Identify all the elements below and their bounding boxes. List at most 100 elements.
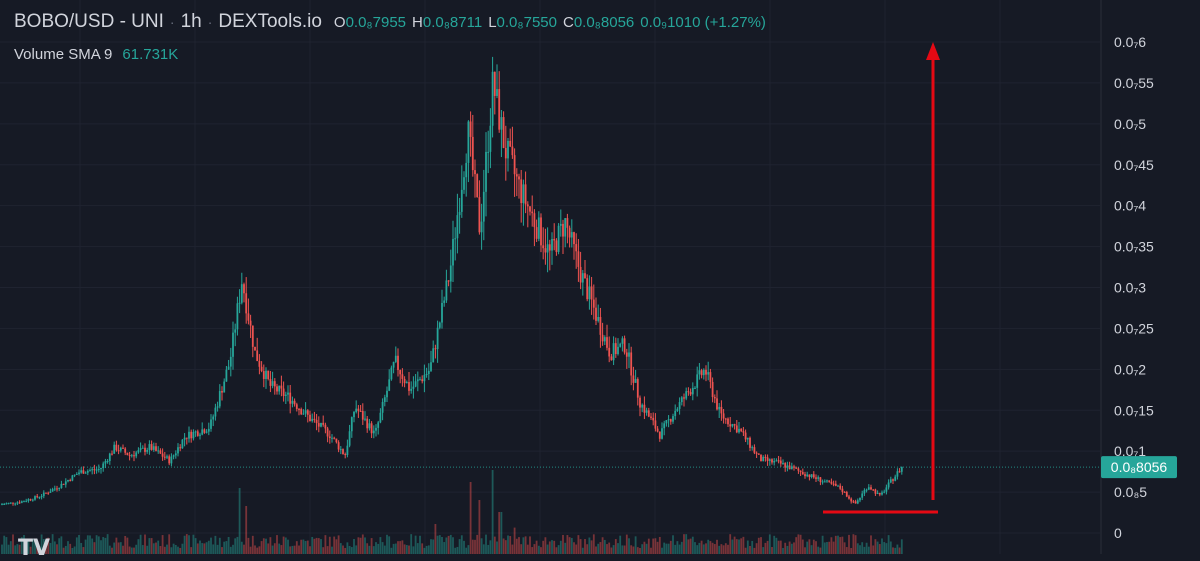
candle-body: [674, 410, 677, 417]
volume-bar: [397, 541, 399, 554]
volume-bar: [850, 547, 853, 554]
candle-body: [724, 418, 727, 420]
volume-bar: [357, 537, 360, 554]
candle-body: [84, 472, 87, 474]
separator-dot: ·: [207, 14, 213, 30]
volume-indicator-label[interactable]: Volume SMA 9: [14, 46, 113, 63]
volume-bar: [27, 538, 30, 554]
volume-bar: [733, 536, 736, 554]
candle-body: [482, 191, 485, 222]
candle-body: [256, 350, 259, 362]
candle-body: [537, 217, 540, 239]
volume-bar: [366, 543, 369, 554]
interval-label[interactable]: 1h: [180, 11, 202, 32]
volume-bar: [430, 539, 432, 554]
candle-body: [62, 483, 65, 485]
candle-body: [430, 362, 432, 371]
volume-bar: [652, 538, 655, 554]
volume-bar: [148, 538, 151, 554]
volume-bar: [577, 535, 580, 554]
candle-body: [311, 418, 314, 422]
volume-bar: [273, 543, 276, 554]
volume-bar: [335, 539, 338, 554]
volume-bar: [749, 545, 751, 554]
candle-body: [269, 378, 272, 386]
volume-bar: [867, 546, 870, 554]
volume-bar: [328, 536, 331, 554]
volume-bar: [779, 540, 782, 554]
volume-bar: [69, 543, 72, 554]
candle-body: [20, 501, 23, 503]
candle-body: [106, 461, 109, 463]
volume-bar: [364, 537, 366, 554]
candle-body: [432, 348, 435, 363]
candle-body: [535, 227, 538, 239]
candle-body: [542, 245, 545, 249]
volume-bar: [14, 545, 17, 554]
candle-body: [12, 502, 14, 504]
candle-body: [515, 174, 518, 177]
volume-bar: [562, 534, 564, 554]
volume-bar: [434, 524, 437, 554]
candle-body: [375, 427, 377, 431]
candle-body: [201, 429, 204, 435]
volume-bar: [267, 543, 270, 554]
volume-bar: [36, 541, 39, 554]
volume-bar: [227, 536, 230, 554]
candle-body: [843, 491, 846, 493]
volume-bar: [775, 537, 778, 554]
candle-body: [163, 456, 166, 458]
volume-bar: [179, 547, 182, 554]
candle-body: [680, 397, 683, 403]
volume-bar: [463, 540, 465, 554]
candle-body: [889, 479, 892, 483]
volume-bar: [170, 547, 173, 554]
candle-body: [337, 442, 340, 450]
symbol-name[interactable]: BOBO/USD - UNI: [14, 11, 164, 32]
candle-body: [496, 89, 498, 96]
candle-body: [751, 447, 754, 449]
volume-bar: [300, 539, 303, 554]
volume-bar: [498, 512, 501, 554]
volume-bar: [304, 540, 307, 554]
candle-body: [872, 489, 875, 491]
candle-body: [801, 471, 804, 475]
volume-bar: [425, 545, 428, 554]
candle-body: [797, 468, 800, 471]
candle-body: [837, 485, 839, 487]
candle-body: [309, 414, 311, 422]
candle-body: [441, 302, 443, 323]
volume-bar: [47, 537, 50, 554]
volume-bar: [91, 538, 94, 554]
volume-bar: [621, 545, 624, 554]
candle-body: [135, 452, 138, 457]
candle-body: [335, 438, 338, 443]
candle-body: [34, 496, 36, 500]
y-tick-label: 0.0₇1: [1114, 443, 1146, 459]
volume-bar: [557, 545, 560, 554]
volume-bar: [705, 543, 707, 554]
y-tick-label: 0.0₇6: [1114, 34, 1146, 50]
candle-body: [460, 189, 463, 212]
volume-bar: [630, 545, 633, 554]
candle-body: [161, 453, 164, 457]
candle-body: [760, 454, 762, 462]
candle-body: [702, 369, 705, 376]
candle-body: [700, 370, 703, 376]
volume-bar: [375, 542, 377, 554]
volume-bar: [38, 546, 41, 554]
volume-bar: [199, 540, 201, 554]
volume-bar: [117, 542, 120, 554]
candle-body: [159, 450, 162, 454]
candle-body: [678, 402, 681, 409]
volume-bar: [214, 535, 217, 554]
volume-bar: [837, 535, 839, 554]
candle-body: [790, 466, 793, 470]
candle-body: [117, 450, 120, 452]
candle-body: [562, 223, 564, 237]
volume-bar: [111, 547, 113, 554]
tradingview-logo[interactable]: TV: [18, 536, 51, 561]
volume-bar: [467, 545, 470, 554]
volume-bar: [727, 544, 729, 554]
